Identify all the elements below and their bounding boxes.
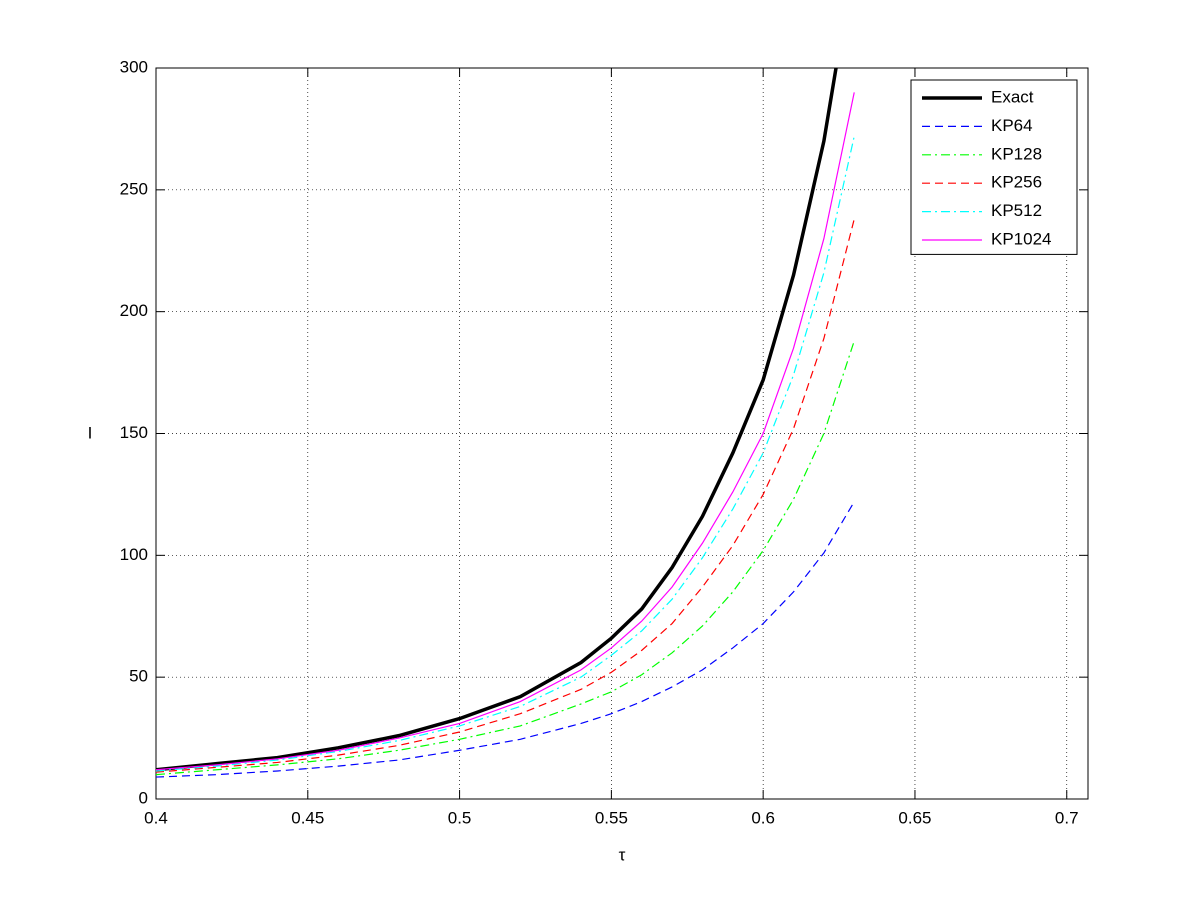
x-tick-label: 0.65 — [898, 808, 931, 827]
x-tick-label: 0.5 — [448, 808, 472, 827]
x-axis-label: τ — [619, 845, 626, 864]
y-tick-label: 100 — [120, 545, 148, 564]
y-tick-label: 50 — [129, 667, 148, 686]
x-tick-label: 0.45 — [291, 808, 324, 827]
legend-box — [910, 79, 1078, 255]
plot-frame — [155, 67, 1089, 800]
legend-label: KP64 — [991, 116, 1033, 135]
series-line — [156, 218, 855, 773]
legend-label: KP512 — [991, 201, 1042, 220]
x-tick-label: 0.7 — [1055, 808, 1079, 827]
y-axis-label: I — [88, 423, 93, 442]
y-tick-label: 150 — [120, 423, 148, 442]
plot-area — [156, 68, 855, 778]
x-tick-label: 0.6 — [751, 808, 775, 827]
legend-label: KP256 — [991, 173, 1042, 192]
series-line — [156, 68, 838, 772]
legend-label: Exact — [991, 87, 1034, 106]
legend-label: KP1024 — [991, 229, 1052, 248]
legend-label: KP128 — [991, 144, 1042, 163]
x-tick-label: 0.55 — [595, 808, 628, 827]
y-tick-label: 300 — [120, 57, 148, 76]
x-tick-label: 0.4 — [144, 808, 168, 827]
series-line — [156, 92, 855, 771]
series-line — [156, 136, 855, 772]
y-tick-label: 0 — [139, 788, 148, 807]
y-tick-label: 200 — [120, 301, 148, 320]
y-tick-label: 250 — [120, 179, 148, 198]
series-line — [156, 501, 855, 778]
